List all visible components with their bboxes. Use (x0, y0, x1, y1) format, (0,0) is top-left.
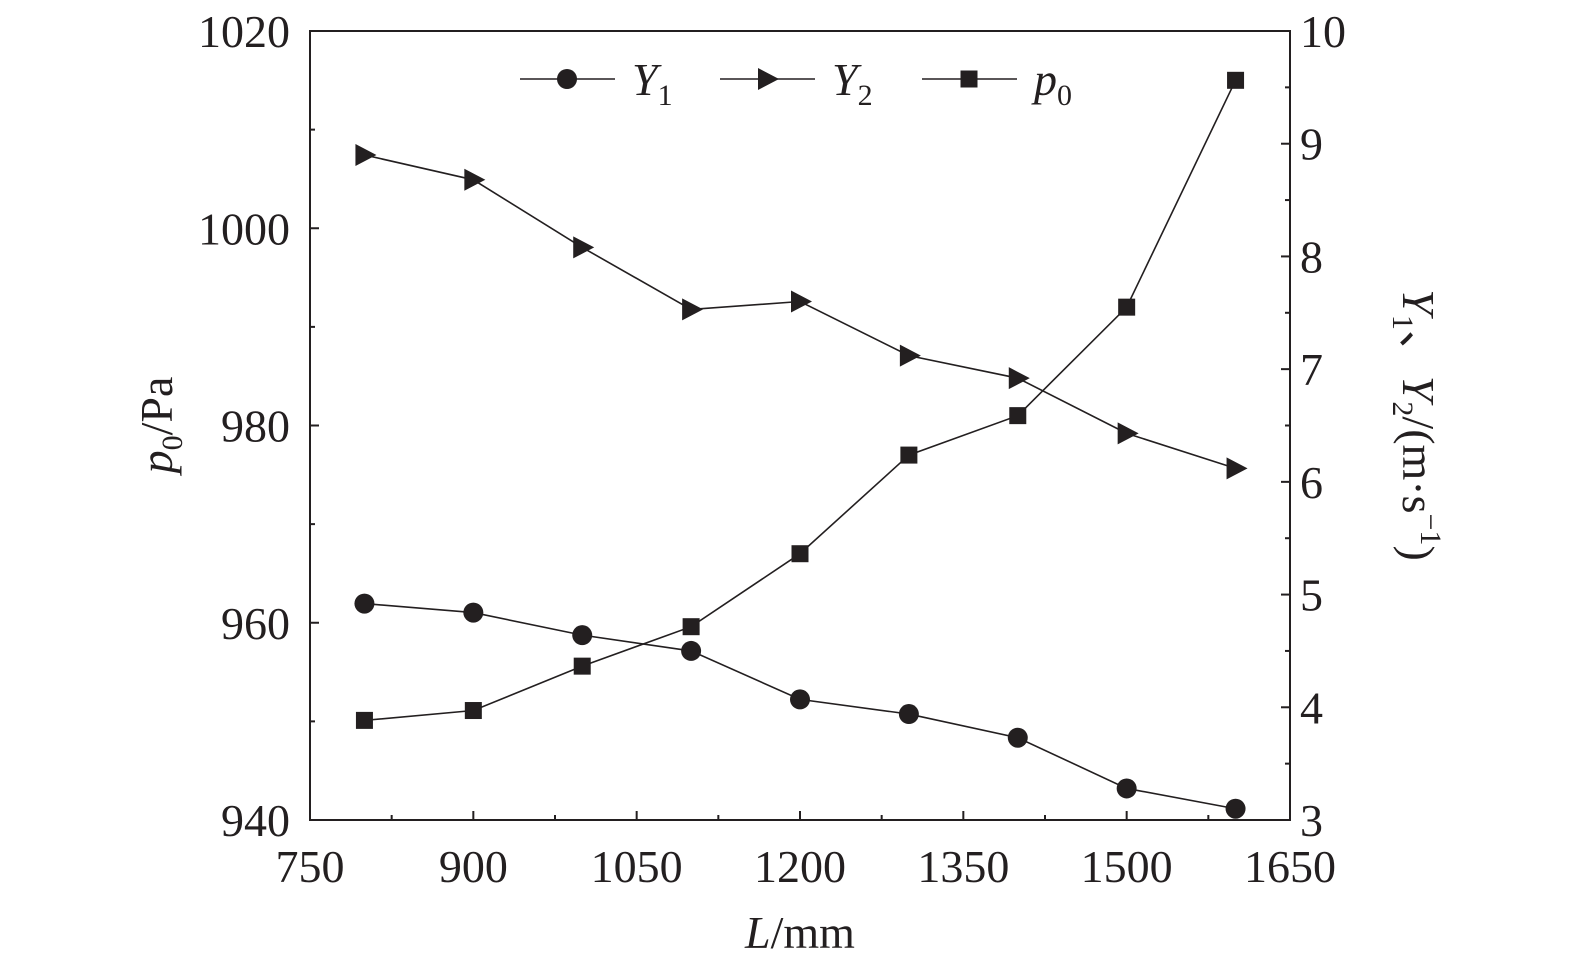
data-point-2 (573, 236, 595, 259)
data-point-3 (900, 446, 918, 464)
data-point-2 (791, 290, 812, 313)
x-tick-label: 1200 (754, 841, 846, 892)
x-tick-label: 1350 (917, 841, 1009, 892)
right-y-tick-label: 7 (1300, 344, 1323, 395)
right-y-tick-label: 5 (1300, 570, 1323, 621)
x-tick-label: 1500 (1081, 841, 1173, 892)
right-y-tick-label: 6 (1300, 457, 1323, 508)
x-tick-label: 1050 (591, 841, 683, 892)
series-line-2 (364, 154, 1236, 470)
series-line-3 (364, 79, 1237, 722)
legend: Y1 Y2 p0 (520, 54, 1072, 112)
data-point-2 (1117, 422, 1139, 445)
right-y-tick-label: 8 (1300, 231, 1323, 282)
data-point-2 (464, 168, 486, 191)
x-tick-label: 1650 (1244, 841, 1336, 892)
data-point-3 (1009, 407, 1027, 425)
x-axis: 750 900 1050 1200 1350 1500 1650 (276, 811, 1336, 892)
data-point-3 (1118, 298, 1136, 316)
left-y-tick-label: 980 (221, 401, 290, 452)
data-point-2 (1226, 457, 1248, 480)
series-layer (354, 71, 1248, 819)
right-y-axis-label: Y1、Y2/(m·s−1) (1386, 289, 1447, 561)
data-point-3 (682, 618, 700, 636)
right-y-tick-label: 9 (1300, 119, 1323, 170)
left-y-tick-label: 940 (221, 795, 290, 846)
legend-marker (758, 68, 779, 90)
x-axis-label: L/mm (744, 907, 855, 958)
data-point-2 (899, 344, 921, 367)
data-point-2 (355, 143, 377, 166)
data-point-1 (354, 593, 375, 614)
data-point-1 (1116, 778, 1137, 799)
legend-label: p0 (1031, 54, 1072, 112)
left-y-tick-label: 1000 (198, 203, 290, 254)
x-tick-label: 900 (439, 841, 508, 892)
left-y-axis: 940 960 980 1000 1020 (198, 6, 319, 846)
left-y-tick-label: 1020 (198, 6, 290, 57)
data-point-3 (791, 545, 809, 563)
x-tick-label: 750 (276, 841, 345, 892)
right-y-axis: 3 4 5 6 7 8 9 10 (1281, 6, 1346, 846)
legend-label: Y2 (832, 54, 873, 112)
data-point-3 (355, 711, 373, 729)
right-y-tick-label: 3 (1300, 795, 1323, 846)
data-point-1 (1007, 727, 1028, 748)
data-point-1 (463, 602, 484, 623)
legend-marker (557, 69, 577, 89)
data-point-3 (1227, 71, 1245, 89)
left-y-tick-label: 960 (221, 598, 290, 649)
data-point-2 (1008, 367, 1030, 390)
right-y-tick-label: 4 (1300, 682, 1323, 733)
legend-marker (960, 70, 978, 88)
left-y-axis-label: p0/Pa (131, 377, 189, 477)
data-point-1 (572, 625, 593, 646)
legend-label: Y1 (632, 54, 673, 112)
data-point-1 (1225, 798, 1246, 819)
data-point-3 (573, 657, 591, 675)
data-point-1 (681, 640, 702, 661)
data-point-1 (790, 689, 810, 710)
data-point-1 (898, 704, 919, 725)
right-y-tick-label: 10 (1300, 6, 1346, 57)
data-point-2 (682, 298, 704, 321)
data-point-3 (464, 702, 482, 720)
